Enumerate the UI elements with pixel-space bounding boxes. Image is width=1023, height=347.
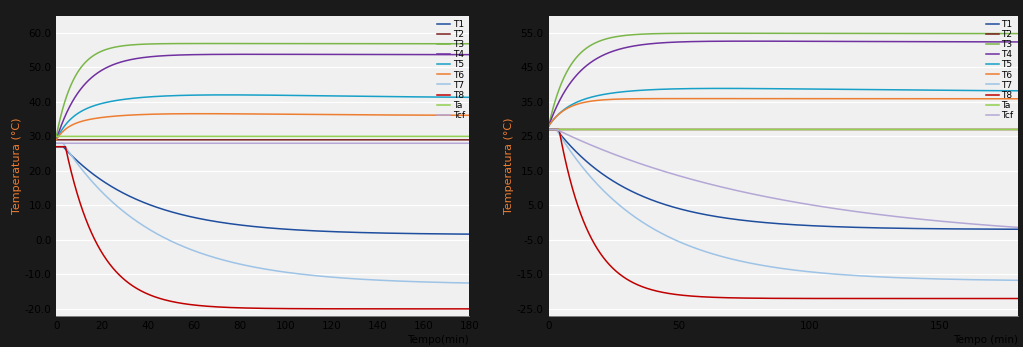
Text: Tempo (min): Tempo (min) <box>952 335 1018 345</box>
Legend: T1, T2, T3, T4, T5, T6, T7, T8, Ta, Tcf: T1, T2, T3, T4, T5, T6, T7, T8, Ta, Tcf <box>434 17 469 124</box>
Text: Tempo(min): Tempo(min) <box>407 335 470 345</box>
Y-axis label: Temperatura (°C): Temperatura (°C) <box>12 117 21 214</box>
Legend: T1, T2, T3, T4, T5, T6, T7, T8, Ta, Tcf: T1, T2, T3, T4, T5, T6, T7, T8, Ta, Tcf <box>982 17 1017 124</box>
Y-axis label: Temperatura (°C): Temperatura (°C) <box>504 117 515 214</box>
